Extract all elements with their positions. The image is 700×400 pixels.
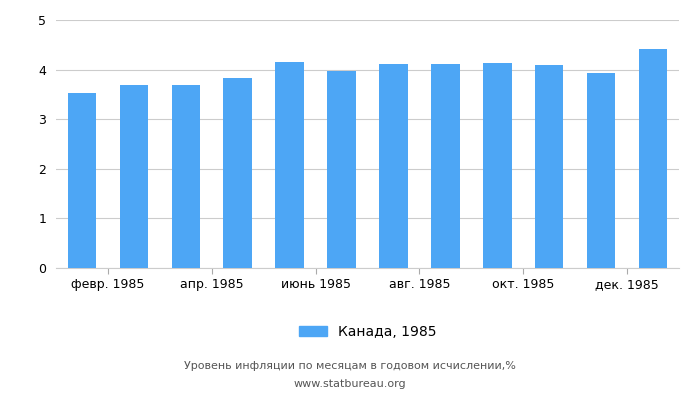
Bar [120, 86, 148, 268]
Bar [379, 64, 407, 268]
Bar [68, 93, 96, 268]
Text: Уровень инфляции по месяцам в годовом исчислении,%: Уровень инфляции по месяцам в годовом ис… [184, 361, 516, 371]
Bar [275, 62, 304, 268]
Legend: Канада, 1985: Канада, 1985 [293, 320, 442, 345]
Bar [587, 72, 615, 268]
Bar [172, 86, 200, 268]
Bar [535, 65, 564, 268]
Bar [328, 71, 356, 268]
Text: www.statbureau.org: www.statbureau.org [294, 379, 406, 389]
Bar [223, 78, 252, 268]
Bar [483, 63, 512, 268]
Bar [431, 64, 460, 268]
Bar [639, 49, 667, 268]
